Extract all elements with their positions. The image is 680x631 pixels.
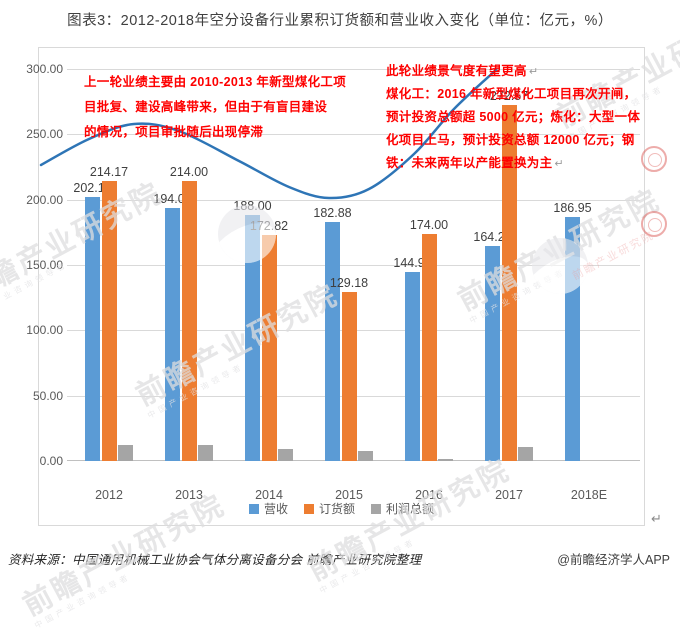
bar-profit-2012 xyxy=(118,445,133,461)
legend-label-revenue: 营收 xyxy=(263,502,288,516)
x-axis-label-2015: 2015 xyxy=(335,488,363,502)
x-axis-label-2016: 2016 xyxy=(415,488,443,502)
x-axis-label-2014: 2014 xyxy=(255,488,283,502)
legend-swatch-profit xyxy=(371,503,381,514)
source-note: 资料来源：中国通用机械工业协会气体分离设备分会 前瞻产业研究院整理 xyxy=(8,553,422,567)
y-axis-tick-label: 300.00 xyxy=(26,62,63,76)
legend-label-profit: 利润总额 xyxy=(386,502,435,516)
legend-swatch-orders xyxy=(303,503,314,514)
y-axis-tick-label: 50.00 xyxy=(32,388,63,403)
brand-watermark-subtext: 中国产业咨询领导者 xyxy=(33,571,133,631)
bar-profit-2013 xyxy=(198,445,213,461)
y-axis-tick-label: 0.00 xyxy=(39,454,63,468)
annotation-line: 上一轮业绩主要由 2010-2013 年新型煤化工项 xyxy=(84,75,347,89)
value-label-orders-2016: 174.00 xyxy=(409,217,449,232)
value-label-revenue-2015: 182.88 xyxy=(313,206,352,221)
bar-profit-2014 xyxy=(278,449,293,461)
seal-watermark-icon xyxy=(641,146,667,172)
annotation-line: 此轮业绩景气度有望更高 ↵ xyxy=(386,64,539,78)
chart-title: 图表3：2012-2018年空分设备行业累积订货额和营业收入变化（单位：亿元，%… xyxy=(67,13,613,29)
bar-revenue-2017 xyxy=(485,246,500,461)
value-label-orders-2012: 214.17 xyxy=(89,165,129,180)
annotation-line: 化项目上马，预计投资总额 12000 亿元；钢 xyxy=(386,133,635,147)
legend-swatch-revenue xyxy=(248,503,259,514)
bar-profit-2016 xyxy=(438,459,453,461)
bar-revenue-2016 xyxy=(405,271,420,461)
value-label-orders-2017: 272.57 xyxy=(489,88,529,103)
annotation-line: 目批复、建设高峰带来，但由于有盲目建设 xyxy=(84,100,328,114)
x-axis-label-2017: 2017 xyxy=(495,488,523,502)
value-label-revenue-2018E: 186.95 xyxy=(553,200,592,215)
bar-revenue-2015 xyxy=(325,222,340,461)
bar-profit-2015 xyxy=(358,450,373,461)
value-label-orders-2014: 172.82 xyxy=(249,219,289,234)
legend-item-orders: 订货额 xyxy=(303,500,355,517)
bar-orders-2013 xyxy=(181,181,197,461)
annotation-line: 的情况，项目审批随后出现停滞 xyxy=(84,125,264,139)
x-axis-label-2018E: 2018E xyxy=(570,488,608,502)
legend-item-profit: 利润总额 xyxy=(371,500,434,517)
x-axis-label-2013: 2013 xyxy=(175,488,203,502)
y-axis-tick-label: 200.00 xyxy=(26,192,63,207)
annotation-line: 煤化工：2016 年新型煤化工项目再次开闸， xyxy=(386,87,637,101)
y-axis-tick-label: 250.00 xyxy=(26,127,63,142)
x-axis-label-2012: 2012 xyxy=(95,488,123,502)
return-mark: ↵ xyxy=(528,66,539,78)
y-axis-tick-label: 100.00 xyxy=(26,323,63,338)
legend: 营收 订货额 利润总额 xyxy=(39,500,644,517)
paragraph-return-mark: ↵ xyxy=(651,511,662,526)
seal-watermark-icon xyxy=(641,211,667,237)
bar-orders-2014 xyxy=(261,235,277,461)
bar-orders-2015 xyxy=(341,292,357,461)
bar-orders-2012 xyxy=(101,181,117,461)
annotation-right: 此轮业绩景气度有望更高 ↵ 煤化工：2016 年新型煤化工项目再次开闸， 预计投资总额… xyxy=(386,60,640,175)
bar-revenue-2013 xyxy=(165,207,180,461)
annotation-line: 预计投资总额超 5000 亿元；炼化：大型一体 xyxy=(386,110,641,124)
value-label-revenue-2014: 188.00 xyxy=(233,199,272,214)
value-label-orders-2015: 129.18 xyxy=(329,276,369,291)
return-mark: ↵ xyxy=(554,158,564,170)
bar-profit-2017 xyxy=(518,447,533,461)
annotation-left: 上一轮业绩主要由 2010-2013 年新型煤化工项 目批复、建设高峰带来，但由于… xyxy=(84,71,346,146)
legend-label-orders: 订货额 xyxy=(318,502,355,516)
annotation-line: 铁：未来两年以产能置换为主 ↵ xyxy=(386,156,564,170)
bar-revenue-2012 xyxy=(85,196,100,461)
bar-orders-2016 xyxy=(421,233,437,461)
bar-revenue-2018E xyxy=(565,216,580,461)
plot-area: 0.00 50.00 100.00 150.00 200.00 250.00 300.00 2… xyxy=(26,62,644,468)
y-axis-tick-label: 150.00 xyxy=(26,258,63,272)
value-label-orders-2013: 214.00 xyxy=(169,165,209,180)
bar-orders-2017 xyxy=(501,104,517,461)
gridline xyxy=(67,265,640,266)
gridline xyxy=(67,199,640,201)
legend-item-revenue: 营收 xyxy=(248,500,288,517)
bar-revenue-2014 xyxy=(245,215,260,461)
credit-note: @前瞻经济学人APP xyxy=(557,553,670,567)
